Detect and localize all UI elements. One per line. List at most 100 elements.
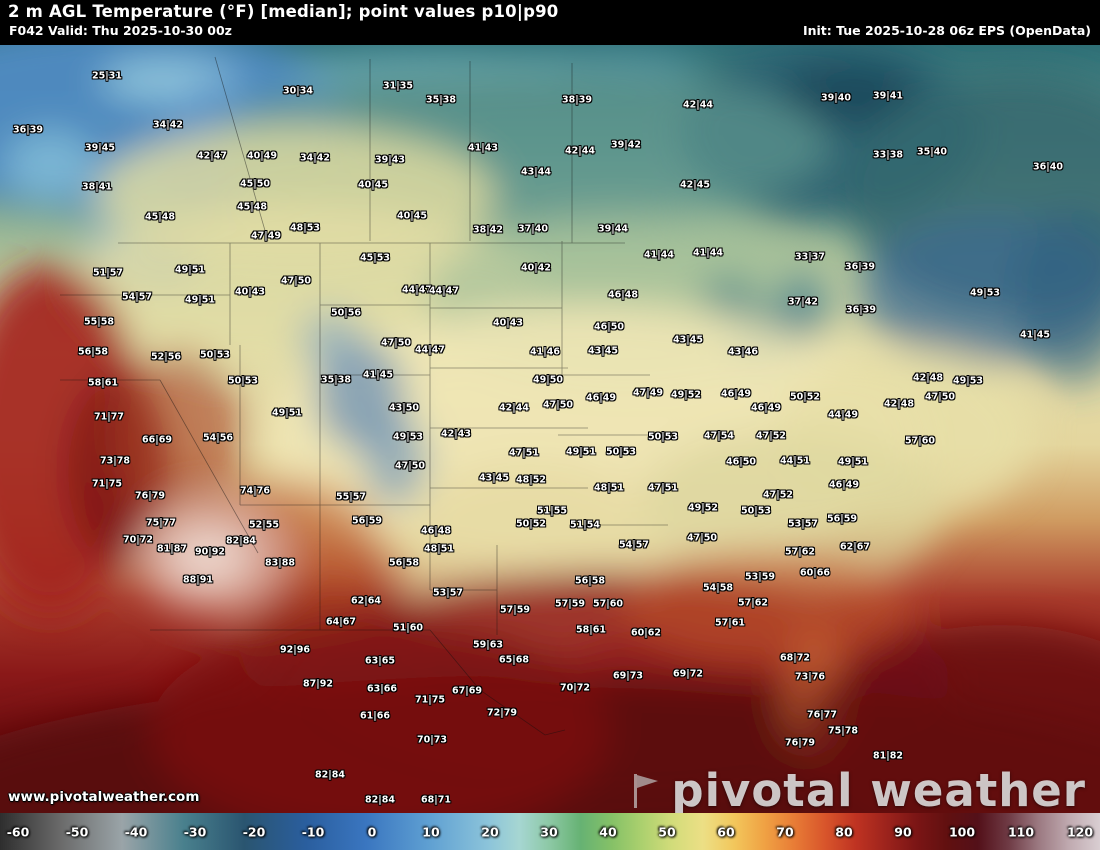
point-value: 42|48 [884, 398, 914, 410]
point-value: 50|53 [648, 431, 678, 443]
point-value: 64|67 [326, 616, 356, 628]
point-value: 71|75 [415, 694, 445, 706]
colorbar-tick: 20 [481, 824, 499, 839]
point-value: 46|50 [594, 321, 624, 333]
point-value: 47|51 [648, 482, 678, 494]
point-value: 51|57 [93, 267, 123, 279]
point-value: 52|55 [249, 519, 279, 531]
point-value: 50|53 [200, 349, 230, 361]
point-value: 56|59 [827, 513, 857, 525]
point-value: 36|39 [845, 261, 875, 273]
point-value: 46|49 [586, 392, 616, 404]
point-value: 42|44 [683, 99, 713, 111]
point-value: 25|31 [92, 70, 122, 82]
point-value: 47|52 [763, 489, 793, 501]
point-value: 41|45 [1020, 329, 1050, 341]
point-value: 49|53 [970, 287, 1000, 299]
point-value: 57|62 [738, 597, 768, 609]
point-value: 47|49 [633, 387, 663, 399]
point-value: 41|43 [468, 142, 498, 154]
point-value: 57|60 [593, 598, 623, 610]
point-value: 70|72 [123, 534, 153, 546]
point-value: 40|45 [358, 179, 388, 191]
point-value: 58|61 [88, 377, 118, 389]
point-value: 49|52 [671, 389, 701, 401]
point-value: 35|38 [321, 374, 351, 386]
point-value: 42|45 [680, 179, 710, 191]
point-value: 49|51 [838, 456, 868, 468]
point-value: 76|77 [807, 709, 837, 721]
point-value: 38|42 [473, 224, 503, 236]
flag-icon [634, 773, 659, 808]
point-value: 44|49 [828, 409, 858, 421]
point-value: 60|66 [800, 567, 830, 579]
point-value: 52|56 [151, 351, 181, 363]
point-value: 44|47 [402, 284, 432, 296]
colorbar-tick: -10 [301, 824, 325, 839]
point-value: 40|43 [493, 317, 523, 329]
header-subline: F042 Valid: Thu 2025-10-30 00z Init: Tue… [0, 21, 1100, 38]
init-time: Init: Tue 2025-10-28 06z EPS (OpenData) [802, 23, 1091, 38]
point-value: 46|48 [608, 289, 638, 301]
point-value: 51|60 [393, 622, 423, 634]
point-value: 58|61 [576, 624, 606, 636]
point-value: 47|50 [925, 391, 955, 403]
point-value: 65|68 [499, 654, 529, 666]
point-value: 36|39 [846, 304, 876, 316]
map-canvas[interactable]: 25|31 30|34 31|35 35|38 38|39 42|44 39|40 39|41… [0, 45, 1100, 813]
point-value: 92|96 [280, 644, 310, 656]
colorbar-tick: 70 [776, 824, 794, 839]
point-value: 50|53 [741, 505, 771, 517]
point-value: 43|44 [521, 166, 551, 178]
watermark-text: pivotal weather [671, 764, 1086, 817]
point-value: 47|50 [381, 337, 411, 349]
point-value: 41|44 [644, 249, 674, 261]
point-value: 39|44 [598, 223, 628, 235]
point-value: 47|52 [756, 430, 786, 442]
point-value: 55|57 [336, 491, 366, 503]
point-value: 67|69 [452, 685, 482, 697]
point-value: 50|52 [790, 391, 820, 403]
point-labels-layer: 25|31 30|34 31|35 35|38 38|39 42|44 39|40 39|41… [0, 45, 1100, 813]
point-value: 43|46 [728, 346, 758, 358]
point-value: 46|49 [721, 388, 751, 400]
point-value: 81|87 [157, 543, 187, 555]
point-value: 35|38 [426, 94, 456, 106]
point-value: 54|56 [203, 432, 233, 444]
point-value: 50|52 [516, 518, 546, 530]
point-value: 42|43 [441, 428, 471, 440]
point-value: 49|52 [688, 502, 718, 514]
point-value: 39|45 [85, 142, 115, 154]
point-value: 46|48 [421, 525, 451, 537]
point-value: 57|62 [785, 546, 815, 558]
point-value: 46|49 [829, 479, 859, 491]
temperature-field [0, 45, 1100, 813]
colorbar-tick: 10 [422, 824, 440, 839]
point-value: 49|51 [185, 294, 215, 306]
colorbar: -60 -50 -40 -30 -20 -10 0 10 20 30 40 50 60 70 80 90 100… [0, 813, 1100, 850]
point-value: 49|51 [175, 264, 205, 276]
point-value: 40|42 [521, 262, 551, 274]
point-value: 31|35 [383, 80, 413, 92]
point-value: 45|48 [145, 211, 175, 223]
point-value: 47|50 [687, 532, 717, 544]
colorbar-tick: 80 [835, 824, 853, 839]
colorbar-tick: 30 [540, 824, 558, 839]
point-value: 55|58 [84, 316, 114, 328]
colorbar-tick: -40 [124, 824, 148, 839]
point-value: 83|88 [265, 557, 295, 569]
colorbar-tick: 40 [599, 824, 617, 839]
point-value: 51|54 [570, 519, 600, 531]
point-value: 42|44 [565, 145, 595, 157]
point-value: 54|57 [122, 291, 152, 303]
pivotalweather-logo: pivotal weather [631, 768, 1086, 813]
point-value: 75|78 [828, 725, 858, 737]
header: 2 m AGL Temperature (°F) [median]; point… [0, 0, 1100, 45]
point-value: 88|91 [183, 574, 213, 586]
point-value: 49|53 [393, 431, 423, 443]
point-value: 49|53 [953, 375, 983, 387]
point-value: 43|50 [389, 402, 419, 414]
point-value: 68|72 [780, 652, 810, 664]
point-value: 56|59 [352, 515, 382, 527]
